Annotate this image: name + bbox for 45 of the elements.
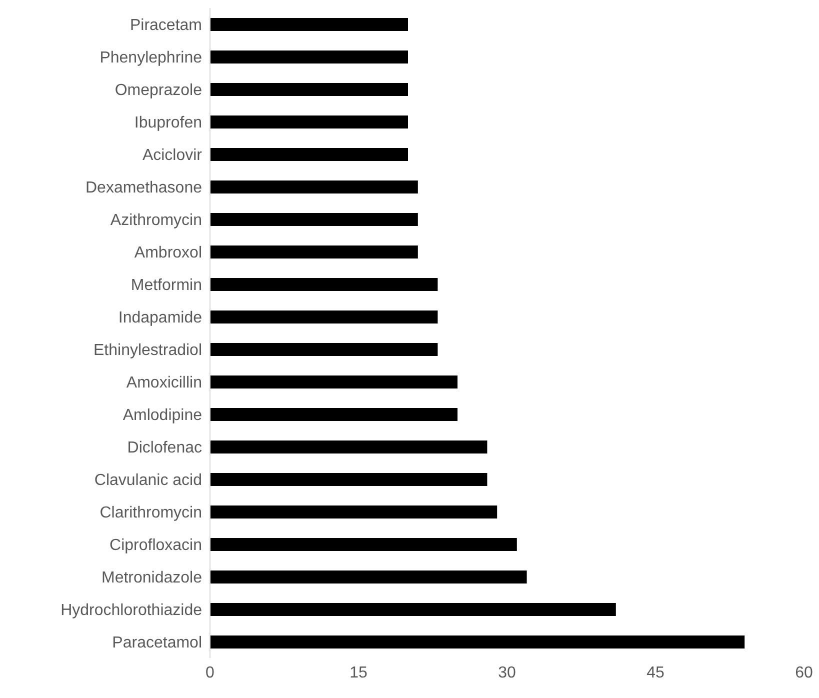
y-tick-label: Phenylephrine: [100, 49, 202, 66]
bar: [210, 636, 745, 648]
y-tick-label: Clarithromycin: [100, 504, 202, 522]
bar: [210, 376, 458, 388]
x-tick-label: 0: [206, 664, 215, 682]
y-tick-label: Dexamethasone: [85, 179, 202, 196]
bar: [210, 116, 408, 128]
bar: [210, 180, 418, 194]
bar: [210, 473, 488, 486]
y-tick-label: Ibuprofen: [134, 114, 202, 132]
bar: [210, 310, 438, 324]
y-tick-label: Amlodipine: [122, 406, 202, 424]
y-tick-label: Ciprofloxacin: [110, 536, 202, 554]
y-tick-label: Diclofenac: [127, 439, 202, 456]
y-tick-label: Metformin: [130, 276, 202, 294]
y-tick-label: Paracetamol: [112, 634, 202, 652]
y-tick-label: Azithromycin: [110, 212, 202, 229]
bar: [210, 408, 458, 421]
x-tick-label: 15: [350, 664, 368, 682]
y-tick-label: Metronidazole: [102, 569, 202, 586]
y-tick-label: Indapamide: [118, 309, 202, 326]
y-tick-label: Ethinylestradiol: [94, 342, 202, 359]
y-tick-label: Hydrochlorothiazide: [60, 602, 202, 619]
y-tick-label: Omeprazole: [114, 82, 202, 99]
x-tick-label: 30: [498, 664, 516, 682]
y-tick-label: Clavulanic acid: [94, 472, 202, 489]
x-tick-label: 45: [646, 664, 664, 682]
bar: [210, 343, 438, 356]
y-tick-label: Aciclovir: [142, 146, 203, 164]
bar: [210, 538, 517, 551]
bar: [210, 246, 418, 258]
y-tick-label: Piracetam: [130, 16, 202, 34]
y-tick-label: Ambroxol: [134, 244, 202, 262]
y-tick-label: Amoxicillin: [126, 374, 202, 392]
bar: [210, 570, 527, 584]
bar: [210, 603, 616, 616]
bar: [210, 278, 438, 291]
x-tick-label: 60: [795, 664, 813, 682]
bar: [210, 50, 408, 64]
bar: [210, 148, 408, 161]
bar: [210, 506, 498, 518]
bar: [210, 18, 408, 31]
bar: [210, 440, 488, 454]
bar: [210, 213, 418, 226]
bar: [210, 83, 408, 96]
